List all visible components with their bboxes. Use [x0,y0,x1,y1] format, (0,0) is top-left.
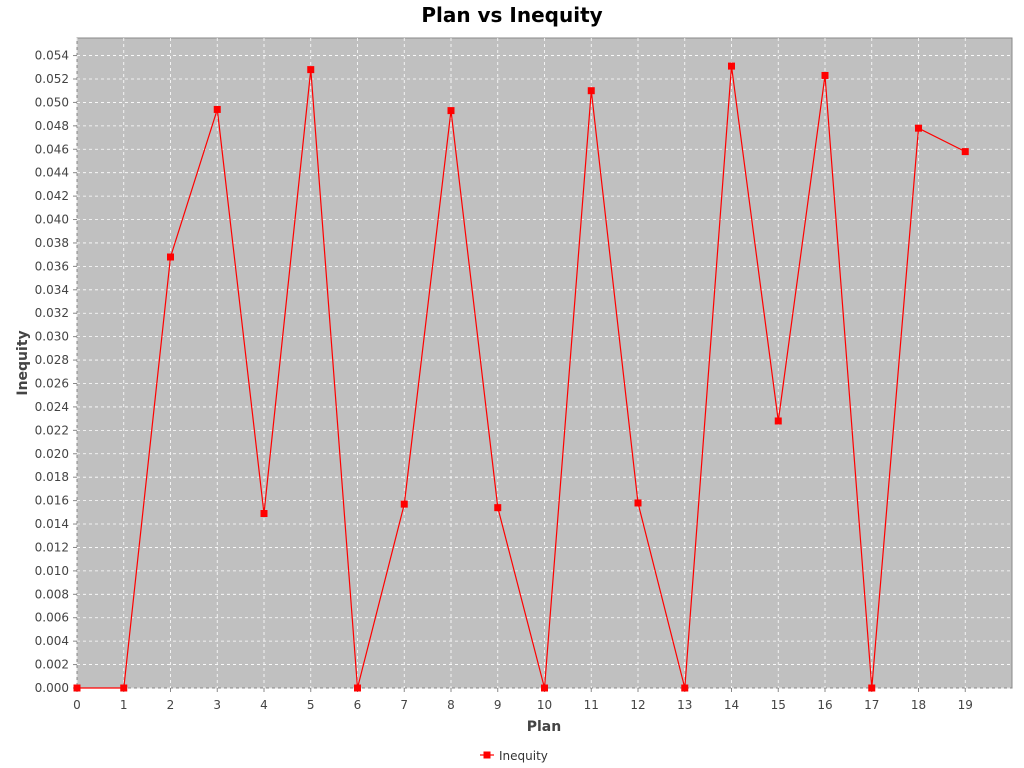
x-tick-label: 8 [447,698,455,712]
y-tick-label: 0.006 [35,611,69,625]
y-axis: 0.000 0.002 0.004 0.006 0.008 0.010 0.012 0.014… [35,49,77,695]
y-tick-label: 0.034 [35,283,69,297]
data-point [120,684,128,692]
data-point [447,107,455,115]
y-tick-label: 0.012 [35,540,69,554]
data-point [73,684,81,692]
data-point [260,509,268,517]
y-axis-label: Inequity [15,330,31,395]
x-tick-label: 5 [307,698,315,712]
y-tick-label: 0.032 [35,306,69,320]
y-tick-label: 0.052 [35,72,69,86]
y-tick-label: 0.030 [35,330,69,344]
y-tick-label: 0.040 [35,213,69,227]
data-point [961,148,969,156]
y-tick-label: 0.010 [35,564,69,578]
y-tick-label: 0.044 [35,166,69,180]
x-axis-label: Plan [527,719,561,735]
data-point [587,87,595,95]
x-tick-label: 2 [167,698,175,712]
y-tick-label: 0.016 [35,494,69,508]
x-tick-label: 14 [724,698,739,712]
x-tick-label: 15 [771,698,786,712]
x-tick-label: 0 [73,698,81,712]
series-layer [73,62,969,692]
chart-title: Plan vs Inequity [421,3,602,27]
data-point [821,71,829,79]
data-point [167,253,174,261]
legend-label: Inequity [499,749,548,763]
data-point [868,684,876,692]
y-tick-label: 0.004 [35,634,69,648]
y-tick-label: 0.048 [35,119,69,133]
data-point [400,500,408,508]
y-tick-label: 0.038 [35,236,69,250]
y-tick-label: 0.022 [35,423,69,437]
data-point [681,684,689,692]
y-tick-label: 0.054 [35,49,69,63]
y-tick-label: 0.050 [35,95,69,109]
y-tick-label: 0.008 [35,587,69,601]
data-point [354,684,361,692]
data-point [213,105,221,113]
data-point [728,62,735,70]
y-tick-label: 0.036 [35,259,69,273]
data-point [774,417,782,425]
series-line-inequity [77,66,966,689]
y-tick-label: 0.002 [35,658,69,672]
y-tick-label: 0.014 [35,517,69,531]
x-tick-label: 13 [677,698,692,712]
x-tick-label: 9 [494,698,502,712]
data-point [915,124,922,132]
x-tick-label: 18 [911,698,926,712]
x-tick-label: 12 [630,698,645,712]
gridlines [76,38,1012,689]
x-tick-label: 7 [400,698,408,712]
x-tick-label: 4 [260,698,268,712]
data-point [634,499,642,507]
x-tick-label: 3 [213,698,221,712]
x-tick-label: 19 [958,698,973,712]
legend: Inequity [480,749,548,763]
y-tick-label: 0.000 [35,681,69,695]
y-tick-label: 0.042 [35,189,69,203]
y-tick-label: 0.020 [35,447,69,461]
x-tick-label: 16 [817,698,832,712]
y-tick-label: 0.026 [35,376,69,390]
y-tick-label: 0.046 [35,142,69,156]
data-point [494,504,502,512]
x-tick-label: 11 [584,698,599,712]
x-tick-label: 10 [537,698,552,712]
x-tick-label: 1 [120,698,128,712]
y-tick-label: 0.024 [35,400,69,414]
y-tick-label: 0.018 [35,470,69,484]
x-axis: 0 1 2 3 4 5 6 7 8 9 10 11 12 13 14 15 16 17 18 19 [73,688,973,712]
x-tick-label: 17 [864,698,879,712]
data-point [541,684,548,692]
data-point [307,66,315,74]
x-tick-label: 6 [354,698,362,712]
legend-marker [483,751,491,759]
y-tick-label: 0.028 [35,353,69,367]
